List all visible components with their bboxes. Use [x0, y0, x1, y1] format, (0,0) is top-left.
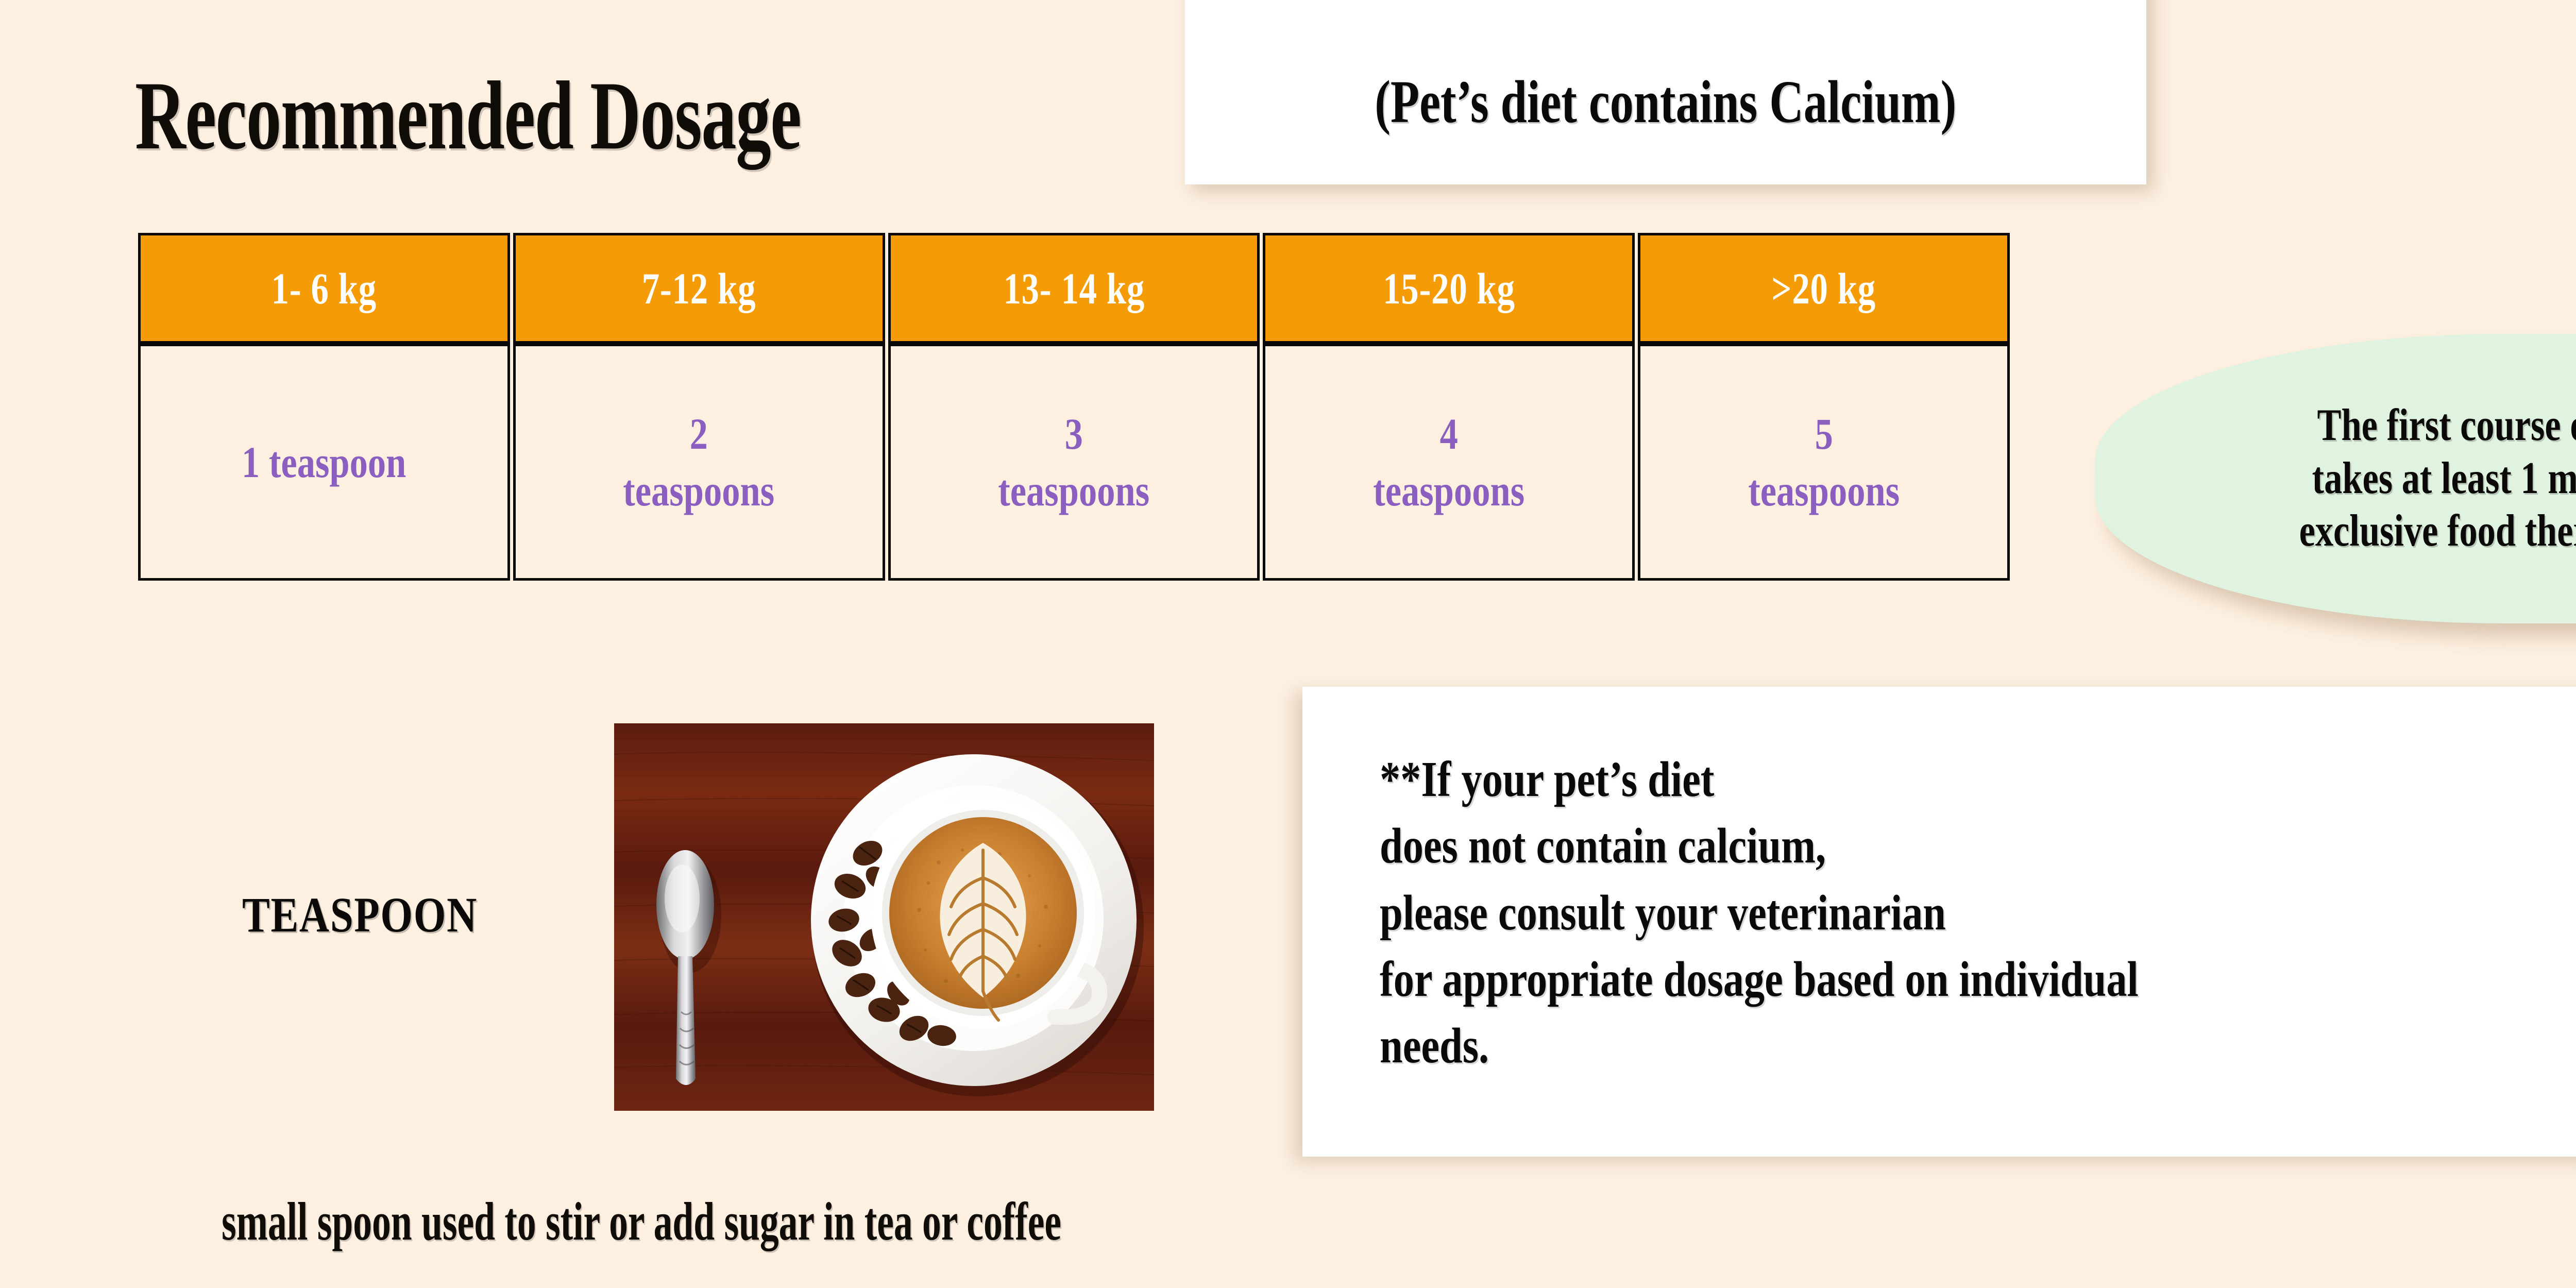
treatment-duration-text: The first course of treatment takes at l… — [2299, 400, 2576, 556]
diet-disclaimer-box: **If your pet’s diet does not contain ca… — [1302, 687, 2576, 1157]
weight-header-cell: 7-12 kg — [513, 233, 885, 344]
dose-label: 1 teaspoon — [242, 437, 406, 487]
weight-header-label: >20 kg — [1771, 263, 1876, 313]
dose-label: 4 teaspoons — [1373, 409, 1525, 515]
weight-header-cell: 1- 6 kg — [138, 233, 510, 344]
dose-cell: 5 teaspoons — [1638, 344, 2010, 581]
latte-cup-photo — [614, 723, 1154, 1111]
teaspoon-label: TEASPOON — [242, 887, 478, 942]
table-row: 1 teaspoon 2 teaspoons 3 teaspoons 4 tea… — [138, 344, 2010, 581]
weight-header-cell: 13- 14 kg — [888, 233, 1260, 344]
treatment-duration-note: The first course of treatment takes at l… — [2095, 334, 2576, 623]
dose-label: 3 teaspoons — [998, 409, 1150, 515]
weight-header-label: 7-12 kg — [641, 263, 756, 313]
dose-cell: 2 teaspoons — [513, 344, 885, 581]
diet-disclaimer-text: **If your pet’s diet does not contain ca… — [1380, 752, 2139, 1074]
page-title: Recommended Dosage — [135, 62, 802, 170]
latte-cup-illustration — [614, 723, 1154, 1111]
calcium-callout-box: (Pet’s diet contains Calcium) — [1185, 0, 2146, 184]
calcium-callout-text: (Pet’s diet contains Calcium) — [1375, 68, 1957, 135]
dose-cell: 3 teaspoons — [888, 344, 1260, 581]
dose-cell: 1 teaspoon — [138, 344, 510, 581]
weight-header-label: 13- 14 kg — [1003, 263, 1145, 313]
dose-label: 2 teaspoons — [623, 409, 775, 515]
weight-header-label: 1- 6 kg — [271, 263, 377, 313]
weight-header-cell: >20 kg — [1638, 233, 2010, 344]
spoon-caption: small spoon used to stir or add sugar in… — [222, 1191, 1061, 1251]
weight-header-label: 15-20 kg — [1382, 263, 1515, 313]
dosage-table: 1- 6 kg 7-12 kg 13- 14 kg 15-20 kg >20 k… — [135, 233, 2013, 581]
dose-cell: 4 teaspoons — [1263, 344, 1635, 581]
weight-header-cell: 15-20 kg — [1263, 233, 1635, 344]
dose-label: 5 teaspoons — [1748, 409, 1900, 515]
table-header-row: 1- 6 kg 7-12 kg 13- 14 kg 15-20 kg >20 k… — [138, 233, 2010, 344]
